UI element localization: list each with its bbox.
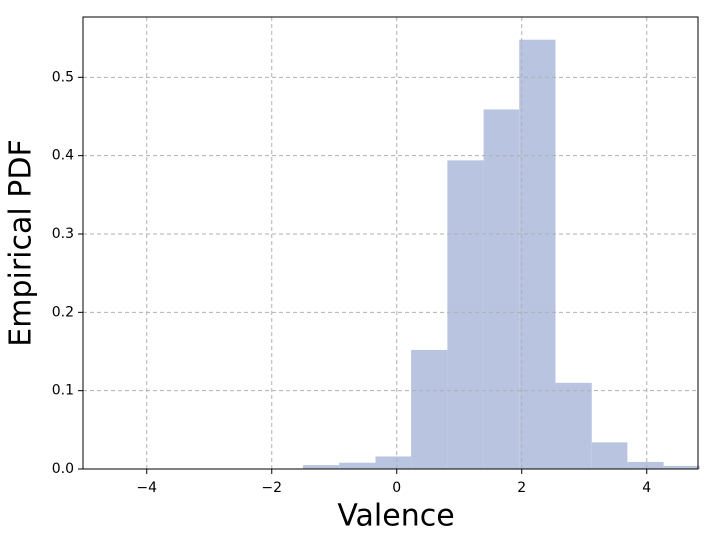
y-tick-label: 0.1 [52,383,74,399]
y-tick-label: 0.3 [52,226,74,242]
bar [555,382,592,469]
y-tick-label: 0.5 [52,69,74,85]
bar [519,39,556,470]
x-axis-title: Valence [337,499,454,534]
bar [303,465,340,469]
plot-frame [82,16,699,470]
x-tick-label: 4 [642,480,651,496]
x-tick-label: 2 [517,480,526,496]
x-tick-label: −4 [136,480,157,496]
y-tick-label: 0.0 [52,461,74,477]
y-tick-label: 0.4 [52,148,74,164]
y-tick-label: 0.2 [52,304,74,320]
bar [447,160,484,469]
bar [627,461,664,469]
bar [663,465,700,469]
bar [375,456,412,469]
bar [591,442,628,469]
x-tick-label: −2 [261,480,282,496]
y-axis-title: Empirical PDF [4,139,39,346]
bar [483,109,520,470]
x-tick-label: 0 [392,480,401,496]
bar [339,462,376,469]
bar [411,349,448,469]
